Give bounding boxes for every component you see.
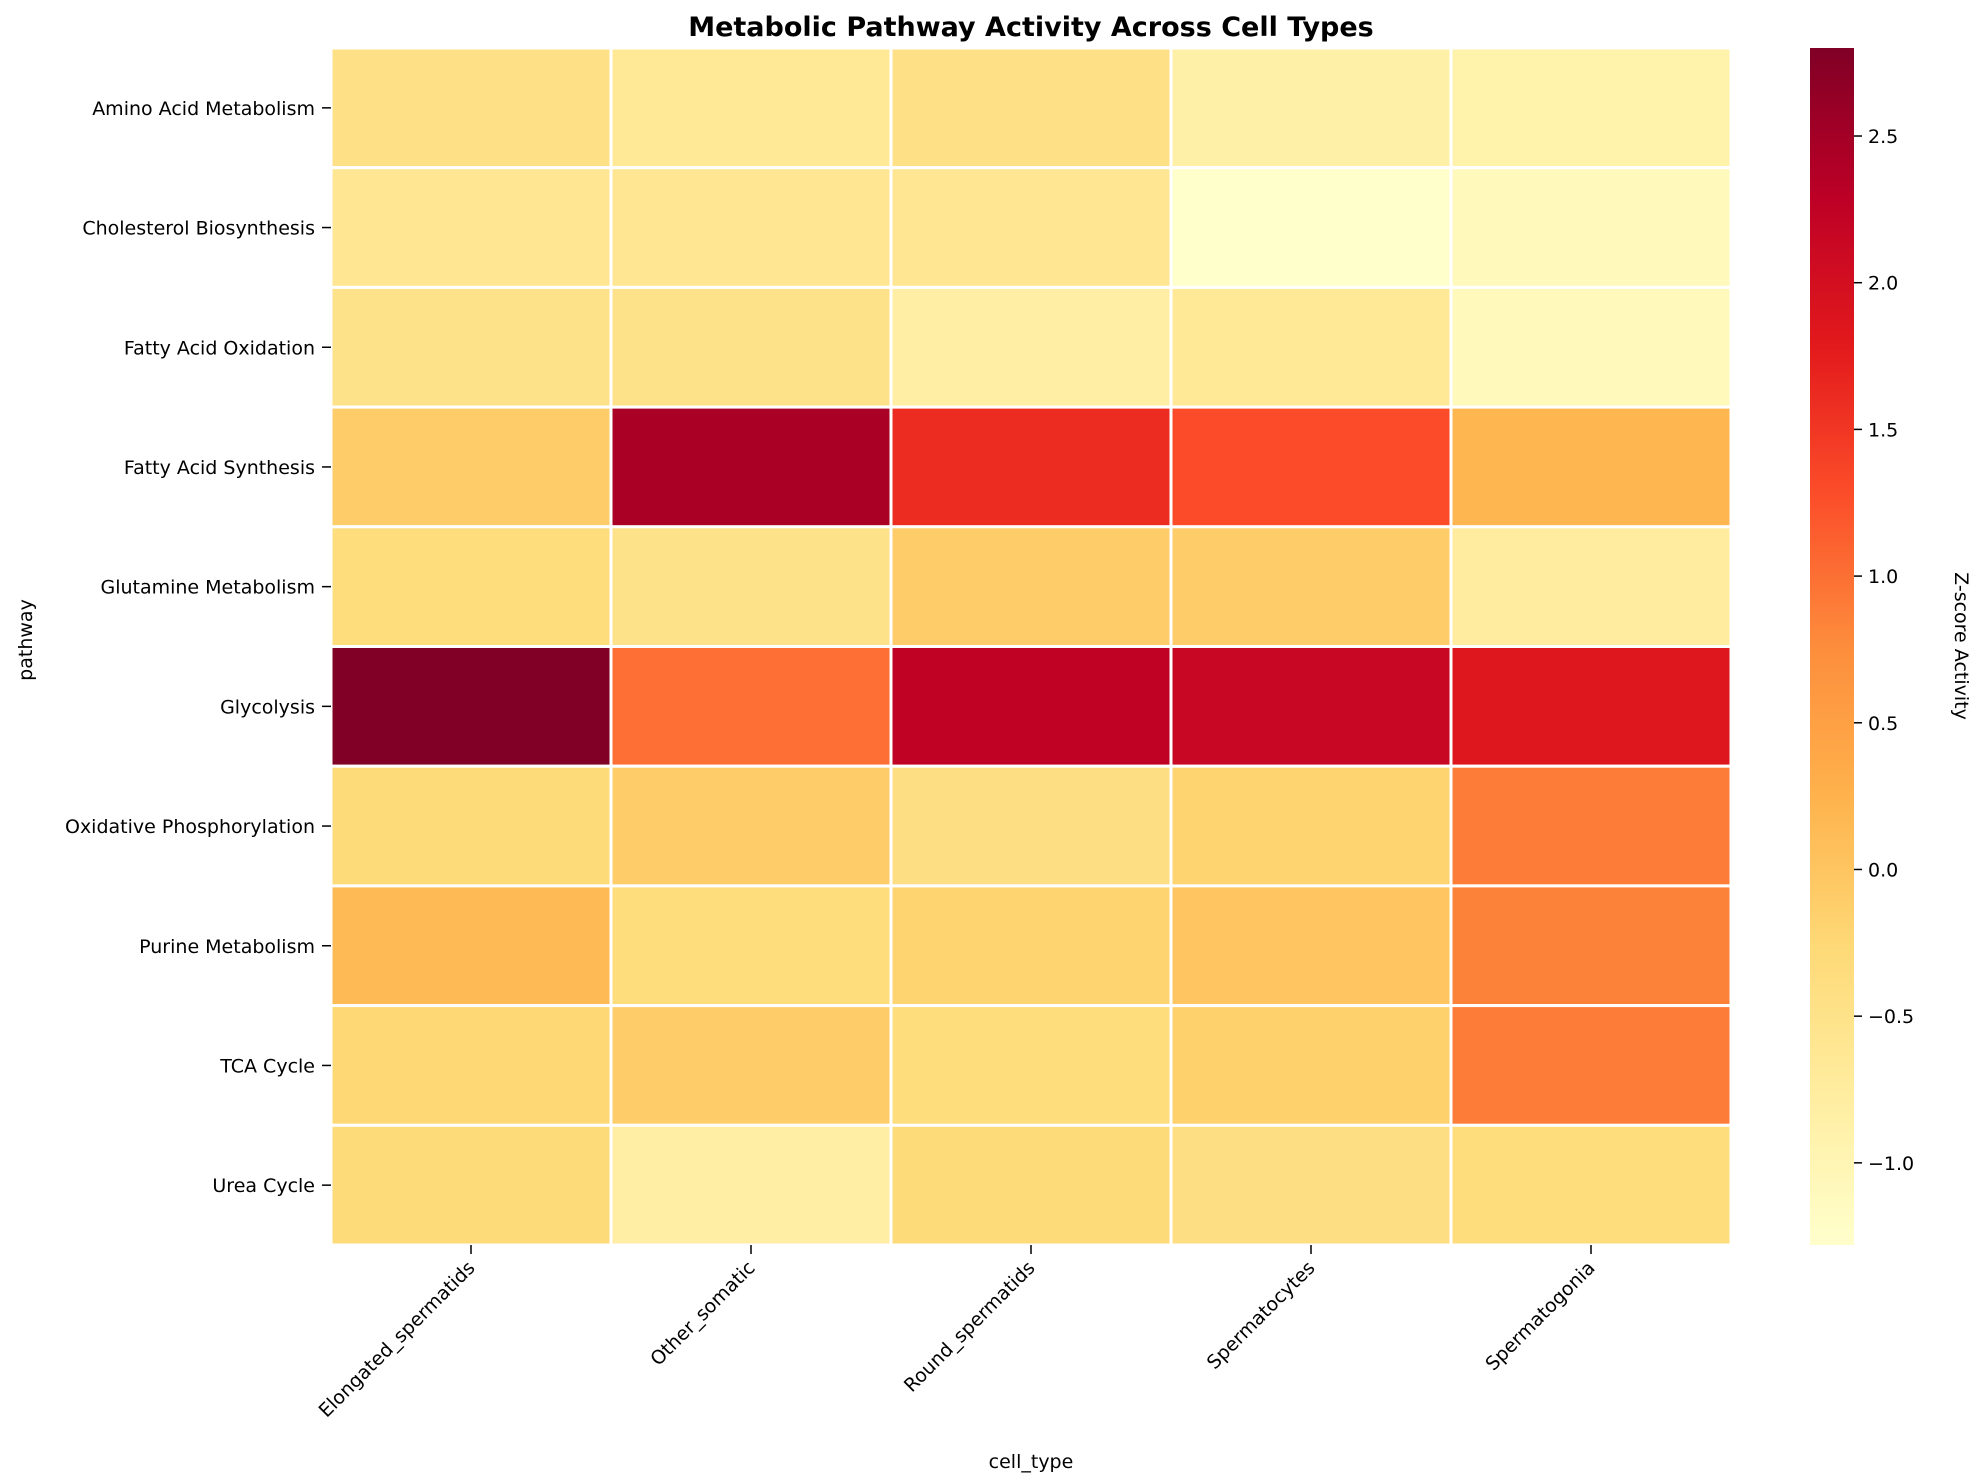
heatmap-cell	[329, 525, 613, 648]
heatmap-cell	[609, 1004, 893, 1127]
column-label: Round_spermatids	[900, 1257, 1040, 1397]
heatmap-cell	[329, 285, 613, 409]
heatmap-cell	[609, 405, 893, 529]
row-label: Fatty Acid Oxidation	[124, 337, 315, 359]
heatmap-cell	[1169, 764, 1453, 888]
heatmap-cells	[329, 46, 1733, 1247]
heatmap-cell	[1449, 405, 1733, 529]
colorbar-tick-label: −0.5	[1868, 1006, 1914, 1028]
heatmap-cell	[889, 285, 1173, 409]
colorbar-label: Z-score Activity	[1950, 572, 1972, 720]
row-label: Purine Metabolism	[139, 936, 315, 958]
heatmap-cell	[1449, 1004, 1733, 1127]
heatmap-cell	[1169, 46, 1453, 170]
heatmap-cell	[889, 764, 1173, 888]
heatmap-cell	[329, 884, 613, 1008]
colorbar	[1810, 48, 1854, 1245]
row-label: Urea Cycle	[212, 1175, 315, 1197]
column-labels: Elongated_spermatids Other_somatic Round_s…	[315, 1245, 1600, 1422]
heatmap-cell	[1449, 166, 1733, 289]
row-label: TCA Cycle	[219, 1055, 315, 1077]
heatmap-cell	[1449, 46, 1733, 170]
heatmap-cell	[1169, 1123, 1453, 1247]
heatmap-cell	[1449, 764, 1733, 888]
row-label: Cholesterol Biosynthesis	[82, 218, 315, 240]
heatmap-cell	[609, 884, 893, 1008]
heatmap-cell	[1449, 884, 1733, 1008]
colorbar-tick-label: 0.0	[1868, 859, 1898, 881]
heatmap-cell	[329, 764, 613, 888]
heatmap-cell	[609, 285, 893, 409]
heatmap-cell	[609, 645, 893, 768]
heatmap-cell	[1169, 1004, 1453, 1127]
heatmap-cell	[1449, 285, 1733, 409]
heatmap-cell	[889, 166, 1173, 289]
colorbar-tick-label: 1.0	[1868, 566, 1898, 588]
heatmap-cell	[329, 405, 613, 529]
heatmap-cell	[1169, 285, 1453, 409]
heatmap-cell	[889, 405, 1173, 529]
x-axis-label: cell_type	[989, 1451, 1074, 1473]
row-label: Fatty Acid Synthesis	[124, 457, 315, 479]
heatmap-cell	[889, 645, 1173, 768]
column-label: Elongated_spermatids	[315, 1257, 480, 1422]
heatmap-cell	[889, 525, 1173, 648]
heatmap-cell	[1169, 405, 1453, 529]
row-label: Amino Acid Metabolism	[92, 98, 315, 120]
heatmap-cell	[609, 1123, 893, 1247]
heatmap-cell	[329, 1123, 613, 1247]
colorbar-tick-label: 0.5	[1868, 713, 1898, 735]
colorbar-tick-label: 2.0	[1868, 273, 1898, 295]
heatmap-cell	[329, 645, 613, 768]
heatmap-cell	[1449, 525, 1733, 648]
heatmap-cell	[609, 46, 893, 170]
heatmap-cell	[889, 1004, 1173, 1127]
colorbar-tick-label: 2.5	[1868, 126, 1898, 148]
heatmap-cell	[609, 525, 893, 648]
colorbar-tick-label: 1.5	[1868, 419, 1898, 441]
row-label: Glutamine Metabolism	[100, 577, 315, 599]
heatmap-cell	[1449, 1123, 1733, 1247]
row-label: Glycolysis	[220, 696, 315, 718]
heatmap-cell	[609, 764, 893, 888]
chart-title: Metabolic Pathway Activity Across Cell T…	[688, 12, 1374, 43]
y-axis-label: pathway	[15, 599, 37, 681]
heatmap-cell	[1169, 525, 1453, 648]
heatmap-cell	[1169, 645, 1453, 768]
column-label: Spermatocytes	[1203, 1257, 1320, 1374]
colorbar-ticks: 2.5 2.0 1.5 1.0 0.5 0.0 −0.5 −1.0	[1854, 126, 1914, 1175]
heatmap-cell	[1449, 645, 1733, 768]
heatmap-cell	[329, 46, 613, 170]
column-label: Spermatogonia	[1481, 1257, 1599, 1375]
heatmap-cell	[329, 166, 613, 289]
row-labels: Amino Acid Metabolism Cholesterol Biosynt…	[65, 98, 331, 1197]
heatmap-cell	[889, 884, 1173, 1008]
column-label: Other_somatic	[646, 1257, 759, 1370]
heatmap-cell	[329, 1004, 613, 1127]
heatmap-cell	[1169, 884, 1453, 1008]
heatmap-cell	[889, 46, 1173, 170]
heatmap-cell	[889, 1123, 1173, 1247]
colorbar-tick-label: −1.0	[1868, 1153, 1914, 1175]
heatmap-cell	[1169, 166, 1453, 289]
row-label: Oxidative Phosphorylation	[65, 816, 315, 838]
heatmap-cell	[609, 166, 893, 289]
